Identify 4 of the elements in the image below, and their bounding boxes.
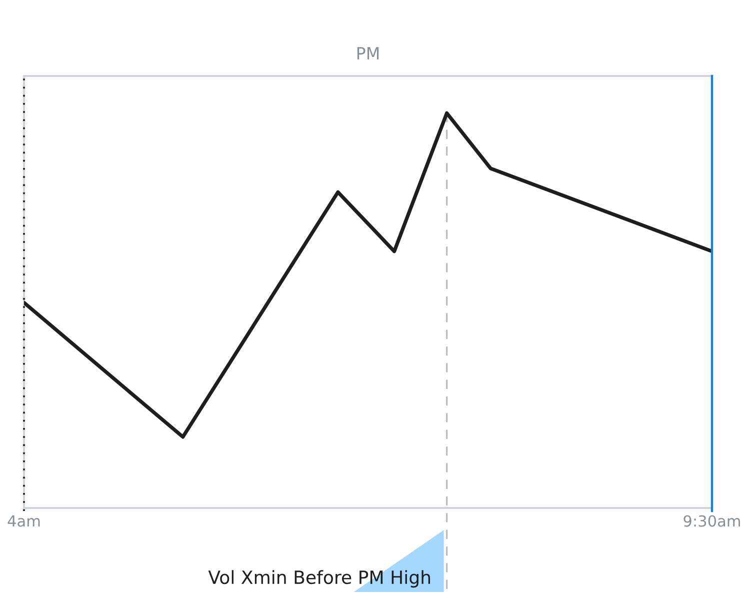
chart-title: PM: [357, 47, 379, 60]
x-tick-label: 4am: [8, 515, 40, 527]
x-tick-label: 9:30am: [684, 515, 740, 527]
ref-line-label: Vol Xmin Before PM High: [208, 570, 430, 588]
